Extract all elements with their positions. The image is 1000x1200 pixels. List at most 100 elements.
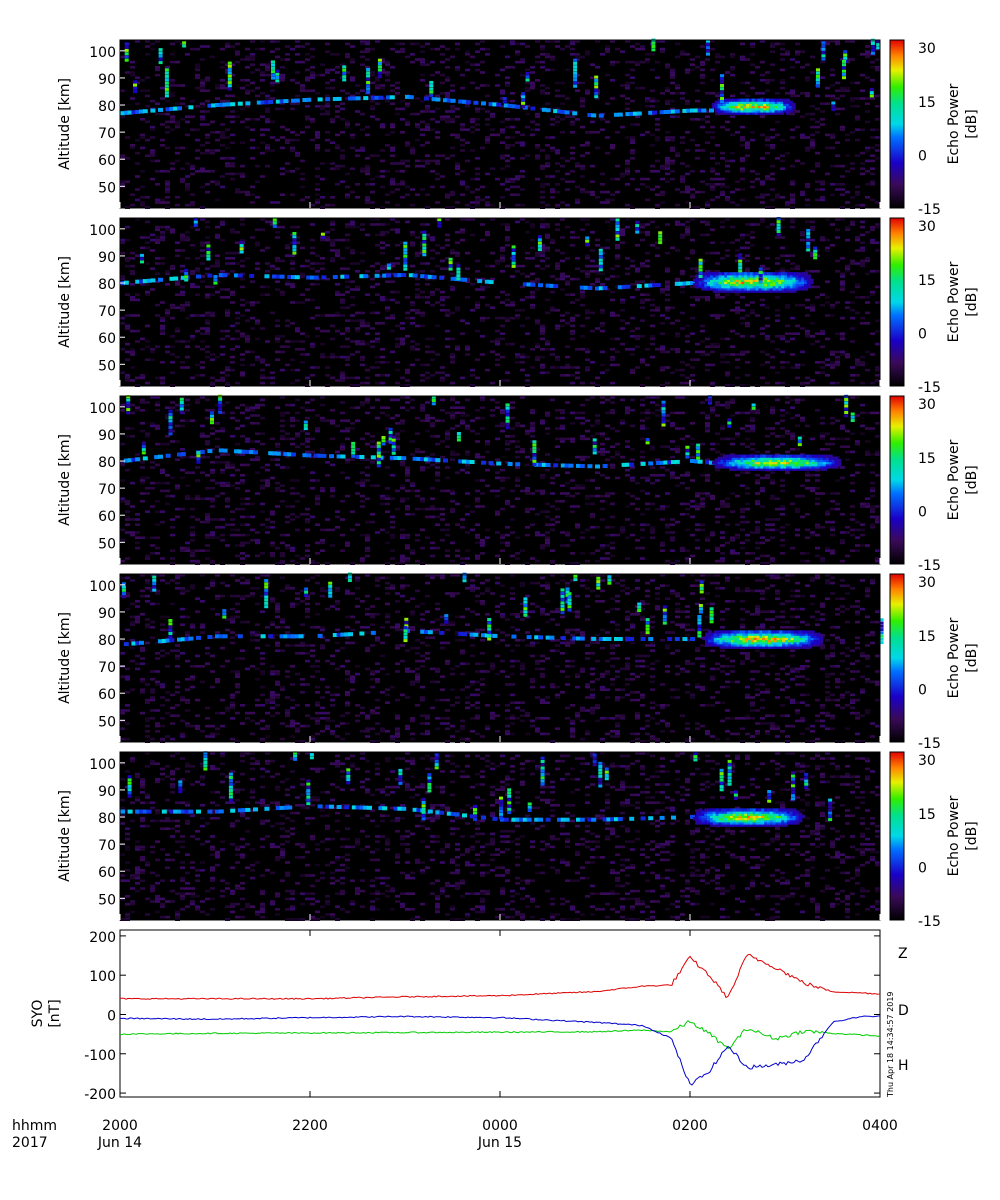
- y-tick-label: 50: [98, 536, 116, 552]
- colorbar-label: Echo Power [dB]: [946, 439, 980, 520]
- colorbar-tick-label: 30: [918, 397, 936, 413]
- echo-layer: [123, 448, 722, 469]
- colorbar-tick-label: -15: [918, 736, 941, 752]
- y-tick-label: 80: [98, 633, 116, 649]
- y-axis-label: Altitude [km]: [57, 256, 73, 348]
- colorbar-label: Echo Power [dB]: [946, 261, 980, 342]
- colorbar-tick-label: 30: [918, 219, 936, 235]
- y-tick-label: 100: [89, 223, 116, 239]
- series-line-D: [119, 1020, 881, 1049]
- y-tick-label: 90: [98, 784, 116, 800]
- magnetometer-panel: -200 -100 0 100 200 SYO[nT] Z D H: [30, 929, 909, 1103]
- date-label: Jun 15: [477, 1135, 522, 1151]
- y-tick-label: 70: [98, 838, 116, 854]
- y-tick-label: 70: [98, 482, 116, 498]
- colorbar-scale: [889, 217, 905, 387]
- echo-panel-3: 50 60 70 80 90 100 Altitude [km] -15 0 15 30 Echo P…: [57, 394, 980, 574]
- colorbar-label: Echo Power [dB]: [946, 795, 980, 876]
- x-tick-label: 0000: [482, 1118, 518, 1134]
- colorbar-tick-label: 30: [918, 41, 936, 57]
- spectrogram-panels: 50 60 70 80 90 100 Altitude [km] -15 0 15 30 Echo P…: [57, 38, 980, 930]
- y-tick-label: 70: [98, 304, 116, 320]
- timestamp-text: Thu Apr 18 14:34:57 2019: [886, 991, 895, 1098]
- x-tick-label: 2000: [102, 1118, 138, 1134]
- y-tick-label: 60: [98, 687, 116, 703]
- y-tick-label: 100: [89, 579, 116, 595]
- colorbar-scale: [889, 573, 905, 743]
- colorbar-scale: [889, 751, 905, 921]
- x-tick-label: 2200: [292, 1118, 328, 1134]
- x-tick-label: 0200: [672, 1118, 708, 1134]
- echo-panel-2: 50 60 70 80 90 100 Altitude [km] -15 0 15 30 Echo P…: [57, 217, 980, 396]
- y-tick-label: 90: [98, 250, 116, 266]
- y-tick-label: 90: [98, 72, 116, 88]
- series-line-H: [119, 1015, 880, 1086]
- colorbar-tick-label: 15: [918, 807, 936, 823]
- y-tick-label: 100: [89, 757, 116, 773]
- y-tick-label: 100: [89, 45, 116, 61]
- colorbar-tick-label: 15: [918, 273, 936, 289]
- series-label-H: H: [898, 1058, 909, 1074]
- y-tick-label: 50: [98, 358, 116, 374]
- mag-y-tick-label: 200: [89, 930, 116, 946]
- colorbar-tick-label: -15: [918, 380, 941, 396]
- y-axis-label: Altitude [km]: [57, 434, 73, 526]
- y-tick-label: 50: [98, 714, 116, 730]
- colorbar-tick-label: 0: [918, 860, 927, 876]
- series-label-D: D: [898, 1003, 909, 1019]
- echo-streaks: [127, 751, 833, 822]
- mag-y-tick-label: 100: [89, 969, 116, 985]
- colorbar: -15 0 15 30 Echo Power [dB]: [889, 573, 980, 752]
- colorbar-tick-label: 30: [918, 753, 936, 769]
- strong-echo-region: [692, 272, 814, 293]
- colorbar-tick-label: -15: [918, 202, 941, 218]
- colorbar-tick-label: 0: [918, 682, 927, 698]
- echo-cells: [120, 218, 880, 387]
- echo-panel-1: 50 60 70 80 90 100 Altitude [km] -15 0 15 30 Echo P…: [57, 38, 980, 218]
- echo-streaks: [121, 572, 884, 645]
- colorbar: -15 0 15 30 Echo Power [dB]: [889, 395, 980, 574]
- colorbar-scale: [889, 395, 905, 565]
- strong-echo-region: [692, 808, 806, 827]
- series-line-Z: [120, 953, 881, 1000]
- colorbar-tick-label: -15: [918, 914, 941, 930]
- x-tick-label: 0400: [862, 1118, 898, 1134]
- mag-y-tick-label: 0: [107, 1008, 116, 1024]
- colorbar-tick-label: -15: [918, 558, 941, 574]
- colorbar-tick-label: 15: [918, 95, 936, 111]
- colorbar-tick-label: 0: [918, 504, 927, 520]
- strong-echo-region: [711, 454, 842, 471]
- echo-cells: [120, 40, 880, 209]
- echo-layer: [120, 804, 722, 822]
- date-label: Jun 14: [97, 1135, 142, 1151]
- colorbar-tick-label: 15: [918, 451, 936, 467]
- colorbar-tick-label: 30: [918, 575, 936, 591]
- colorbar: -15 0 15 30 Echo Power [dB]: [889, 751, 980, 930]
- row-label-hhmm: hhmm: [12, 1118, 57, 1134]
- y-tick-label: 90: [98, 606, 116, 622]
- strong-echo-region: [711, 98, 796, 115]
- y-tick-label: 60: [98, 153, 116, 169]
- y-tick-label: 70: [98, 126, 116, 142]
- echo-panel-4: 50 60 70 80 90 100 Altitude [km] -15 0 15 30 Echo P…: [57, 572, 980, 752]
- colorbar-tick-label: 0: [918, 326, 927, 342]
- colorbar-scale: [889, 39, 905, 209]
- y-tick-label: 60: [98, 865, 116, 881]
- colorbar-label: Echo Power [dB]: [946, 83, 980, 164]
- colorbar-tick-label: 0: [918, 148, 927, 164]
- y-tick-label: 80: [98, 811, 116, 827]
- colorbar-label: Echo Power [dB]: [946, 617, 980, 698]
- y-tick-label: 70: [98, 660, 116, 676]
- y-tick-label: 80: [98, 277, 116, 293]
- echo-layer: [120, 94, 714, 118]
- echo-streaks: [140, 217, 818, 285]
- colorbar: -15 0 15 30 Echo Power [dB]: [889, 217, 980, 396]
- y-tick-label: 80: [98, 455, 116, 471]
- echo-streaks: [124, 38, 881, 112]
- echo-streaks: [126, 394, 855, 468]
- y-tick-label: 60: [98, 331, 116, 347]
- y-axis-label: Altitude [km]: [57, 78, 73, 170]
- y-tick-label: 60: [98, 509, 116, 525]
- series-label-Z: Z: [898, 946, 908, 962]
